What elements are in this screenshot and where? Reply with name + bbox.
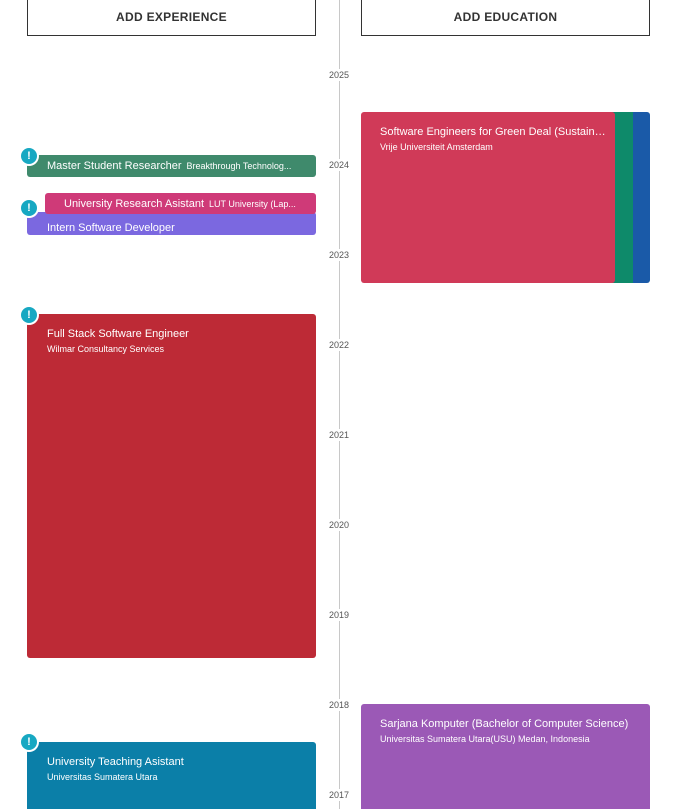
year-label: 2017: [320, 789, 358, 801]
warning-icon[interactable]: !: [21, 200, 37, 216]
education-org: Universitas Sumatera Utara(USU) Medan, I…: [380, 734, 590, 744]
education-card-software-engineers-green-deal[interactable]: Software Engineers for Green Deal (Susta…: [361, 112, 615, 283]
year-label: 2018: [320, 699, 358, 711]
experience-card-master-student-researcher[interactable]: Master Student Researcher Breakthrough Te…: [27, 155, 316, 177]
experience-org: Wilmar Consultancy Services: [47, 344, 165, 354]
experience-card-university-teaching-asistant[interactable]: University Teaching Asistant Universitas…: [27, 742, 316, 809]
experience-title: Master Student Researcher: [47, 160, 182, 172]
warning-icon[interactable]: !: [21, 734, 37, 750]
education-card-sarjana-komputer[interactable]: Sarjana Komputer (Bachelor of Computer S…: [361, 704, 650, 809]
year-label: 2020: [320, 519, 358, 531]
timeline-axis: [339, 0, 340, 809]
year-label: 2023: [320, 249, 358, 261]
warning-icon[interactable]: !: [21, 148, 37, 164]
experience-card-intern-software-developer[interactable]: Intern Software Developer: [27, 212, 316, 235]
add-experience-button[interactable]: ADD EXPERIENCE: [27, 0, 316, 36]
experience-title: University Teaching Asistant: [47, 756, 184, 768]
year-label: 2022: [320, 339, 358, 351]
year-label: 2025: [320, 69, 358, 81]
education-title: Sarjana Komputer (Bachelor of Computer S…: [380, 718, 629, 730]
education-title: Software Engineers for Green Deal (Susta…: [380, 126, 608, 138]
year-label: 2024: [320, 159, 358, 171]
experience-title: Full Stack Software Engineer: [47, 328, 189, 340]
year-label: 2019: [320, 609, 358, 621]
year-label: 2021: [320, 429, 358, 441]
experience-card-full-stack-software-engineer[interactable]: Full Stack Software Engineer Wilmar Cons…: [27, 314, 316, 658]
add-education-button[interactable]: ADD EDUCATION: [361, 0, 650, 36]
experience-org: Breakthrough Technolog...: [186, 161, 292, 171]
experience-title: University Research Asistant: [64, 198, 204, 210]
experience-org: Universitas Sumatera Utara: [47, 772, 158, 782]
experience-org: LUT University (Lap...: [209, 199, 296, 209]
education-org: Vrije Universiteit Amsterdam: [380, 142, 493, 152]
warning-icon[interactable]: !: [21, 307, 37, 323]
experience-card-university-research-asistant[interactable]: University Research Asistant LUT Universi…: [45, 193, 316, 214]
experience-title: Intern Software Developer: [47, 222, 175, 234]
